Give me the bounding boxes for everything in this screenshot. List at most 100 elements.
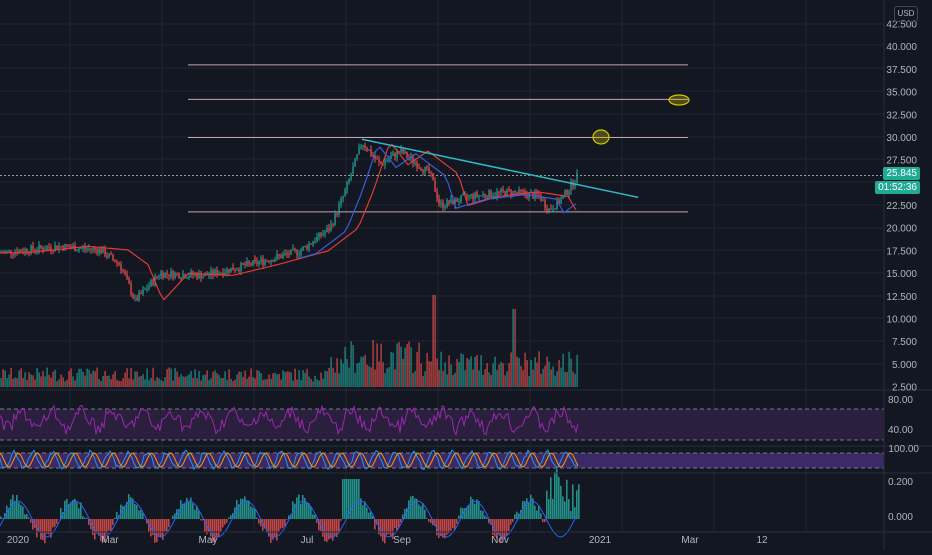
- volume-bar: [414, 371, 415, 387]
- macd-bar: [10, 499, 12, 519]
- candle-body: [156, 276, 157, 277]
- candle-body: [290, 249, 291, 254]
- candle-body: [400, 149, 401, 153]
- volume-bar: [64, 381, 65, 387]
- candle-body: [308, 244, 309, 249]
- candle-body: [90, 249, 91, 250]
- volume-bar: [542, 369, 543, 387]
- macd-bar: [110, 519, 112, 531]
- volume-bar: [0, 378, 1, 387]
- macd-bar: [480, 510, 482, 519]
- macd-bar: [140, 510, 142, 519]
- volume-bar: [390, 352, 391, 387]
- candle-body: [568, 191, 569, 195]
- volume-bar: [426, 353, 427, 387]
- macd-bar: [350, 479, 352, 519]
- price-axis-label: 12.500: [886, 292, 917, 303]
- candle-body: [406, 152, 407, 158]
- candle-body: [364, 145, 365, 148]
- price-axis-label: 32.500: [886, 110, 917, 121]
- macd-bar: [390, 519, 392, 536]
- macd-bar: [540, 513, 542, 519]
- macd-bar: [114, 518, 116, 519]
- candle-body: [320, 233, 321, 236]
- candle-body: [554, 209, 555, 210]
- candle-body: [46, 247, 47, 250]
- macd-bar: [528, 503, 530, 519]
- volume-bar: [576, 355, 577, 387]
- candle-body: [488, 190, 489, 198]
- volume-bar: [458, 362, 459, 387]
- macd-bar: [560, 486, 562, 519]
- volume-bar: [522, 370, 523, 387]
- candle-body: [486, 197, 487, 199]
- grid-lines: [0, 0, 884, 532]
- macd-bar: [398, 519, 400, 527]
- candle-body: [80, 248, 81, 249]
- volume-bar: [278, 374, 279, 387]
- volume-bar: [344, 347, 345, 387]
- macd-bar: [18, 502, 20, 519]
- volume-bar: [508, 363, 509, 387]
- macd-bar: [200, 519, 202, 520]
- volume-bar: [396, 344, 397, 387]
- candle-body: [246, 261, 247, 265]
- price-axis-label: 7.500: [892, 337, 917, 348]
- volume-bar: [100, 381, 101, 387]
- volume-bar: [170, 369, 171, 387]
- candle-body: [158, 277, 159, 278]
- candle-body: [84, 247, 85, 249]
- horizontal-levels[interactable]: [0, 65, 884, 212]
- volume-bar: [8, 375, 9, 387]
- descending-trendline: [362, 139, 638, 197]
- macd-bar: [556, 469, 558, 519]
- candle-body: [272, 260, 273, 262]
- volume-bar: [106, 376, 107, 387]
- macd-bar: [244, 496, 246, 519]
- volume-bar: [208, 380, 209, 387]
- price-axis[interactable]: 42.50040.00037.50035.00032.50030.00027.5…: [886, 20, 919, 524]
- volume-bar: [178, 377, 179, 387]
- currency-label[interactable]: USD: [894, 6, 918, 22]
- time-axis-label: 12: [756, 535, 768, 546]
- volume-bar: [156, 377, 157, 387]
- volume-bar: [38, 372, 39, 387]
- volume-bar: [456, 359, 457, 387]
- macd-bar: [312, 514, 314, 519]
- macd-bar: [186, 498, 188, 519]
- volume-bar: [554, 376, 555, 387]
- volume-bar: [450, 364, 451, 387]
- macd-bar: [296, 498, 298, 519]
- volume-bar: [514, 309, 515, 387]
- macd-bar: [366, 508, 368, 519]
- trendline[interactable]: [362, 139, 638, 197]
- volume-bar: [80, 369, 81, 387]
- time-axis-label: Nov: [491, 535, 509, 546]
- volume-bar: [272, 373, 273, 387]
- candle-body: [88, 249, 89, 250]
- candle-body: [238, 270, 239, 271]
- candle-body: [336, 213, 337, 214]
- macd-bar: [70, 502, 72, 519]
- candle-body: [120, 265, 121, 270]
- candle-body: [302, 247, 303, 251]
- candle-body: [86, 249, 87, 250]
- volume-bar: [14, 377, 15, 387]
- volume-bar: [78, 369, 79, 387]
- volume-bar: [260, 373, 261, 387]
- volume-bar: [172, 381, 173, 387]
- volume-bar: [372, 340, 373, 387]
- candle-body: [236, 270, 237, 271]
- candle-body: [98, 249, 99, 254]
- volume-bar: [436, 359, 437, 387]
- volume-bar: [568, 352, 569, 387]
- volume-bar: [280, 380, 281, 387]
- volume-bar: [122, 378, 123, 387]
- candle-body: [56, 246, 57, 250]
- macd-bar: [470, 497, 472, 519]
- volume-bar: [550, 369, 551, 387]
- volume-bar: [40, 376, 41, 387]
- candle-body: [282, 254, 283, 258]
